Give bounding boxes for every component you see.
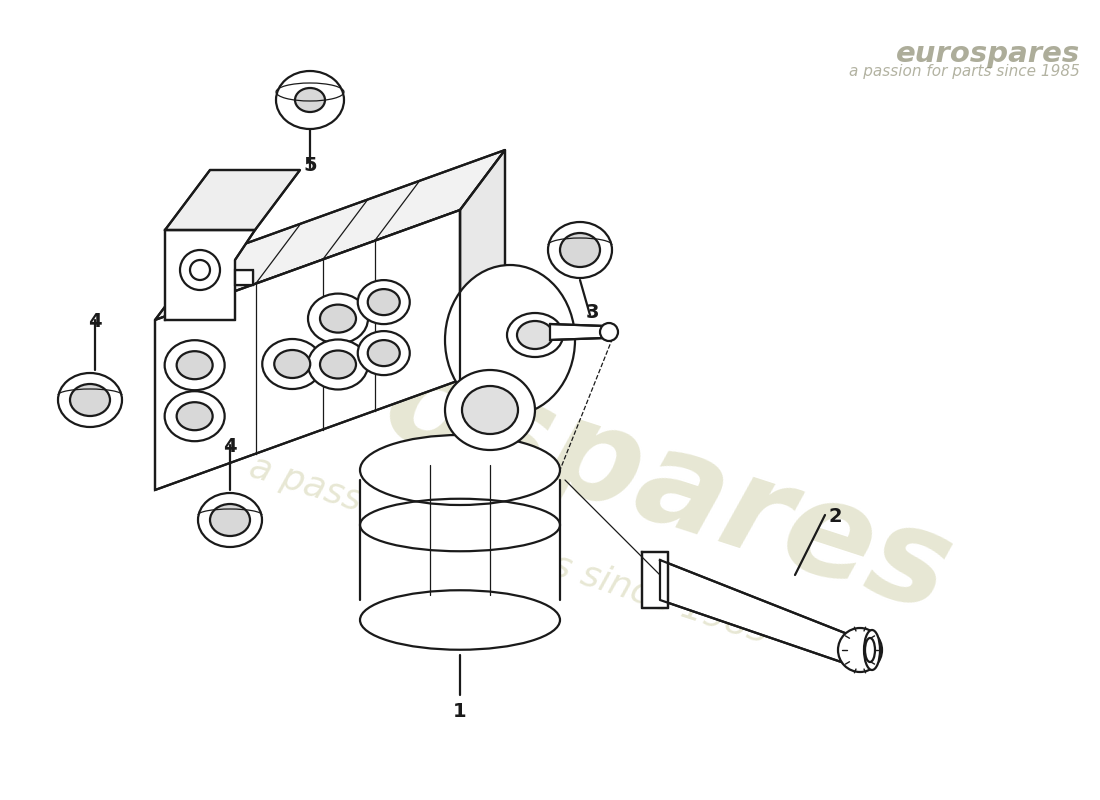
Ellipse shape (295, 88, 324, 112)
Ellipse shape (177, 402, 212, 430)
Ellipse shape (308, 294, 369, 344)
Circle shape (190, 260, 210, 280)
Ellipse shape (165, 391, 224, 442)
Ellipse shape (177, 351, 212, 379)
Ellipse shape (320, 350, 356, 378)
Polygon shape (550, 324, 605, 340)
Ellipse shape (507, 313, 563, 357)
Ellipse shape (70, 384, 110, 416)
Ellipse shape (198, 493, 262, 547)
Ellipse shape (360, 590, 560, 650)
Ellipse shape (276, 71, 344, 129)
Text: 4: 4 (223, 437, 236, 456)
Ellipse shape (548, 222, 612, 278)
Polygon shape (165, 170, 300, 230)
Ellipse shape (600, 323, 618, 341)
Ellipse shape (274, 350, 310, 378)
Polygon shape (460, 150, 505, 380)
Ellipse shape (864, 630, 880, 670)
Ellipse shape (210, 504, 250, 536)
Ellipse shape (165, 340, 224, 390)
Ellipse shape (262, 339, 322, 389)
Polygon shape (660, 560, 850, 665)
Text: 5: 5 (304, 156, 317, 175)
Text: 3: 3 (585, 303, 598, 322)
Text: a passion for parts since 1985: a passion for parts since 1985 (245, 450, 774, 650)
Text: eurospares: eurospares (895, 40, 1080, 68)
Text: 1: 1 (453, 702, 466, 721)
Ellipse shape (446, 265, 575, 415)
Ellipse shape (358, 331, 409, 375)
Polygon shape (360, 480, 560, 600)
Polygon shape (155, 210, 460, 490)
Ellipse shape (865, 638, 874, 662)
Text: eurospares: eurospares (133, 261, 967, 639)
Text: 4: 4 (88, 312, 102, 331)
Ellipse shape (838, 628, 882, 672)
Ellipse shape (560, 233, 600, 267)
Ellipse shape (358, 280, 409, 324)
Circle shape (180, 250, 220, 290)
Polygon shape (235, 270, 253, 285)
Ellipse shape (517, 321, 553, 349)
Ellipse shape (58, 373, 122, 427)
Text: 2: 2 (828, 507, 842, 526)
Ellipse shape (462, 386, 518, 434)
Ellipse shape (446, 370, 535, 450)
Polygon shape (165, 230, 255, 320)
Polygon shape (642, 552, 668, 608)
Ellipse shape (360, 435, 560, 505)
Ellipse shape (320, 305, 356, 333)
Ellipse shape (308, 339, 369, 390)
Ellipse shape (367, 289, 399, 315)
Ellipse shape (367, 340, 399, 366)
Text: a passion for parts since 1985: a passion for parts since 1985 (849, 64, 1080, 79)
Polygon shape (155, 150, 505, 320)
